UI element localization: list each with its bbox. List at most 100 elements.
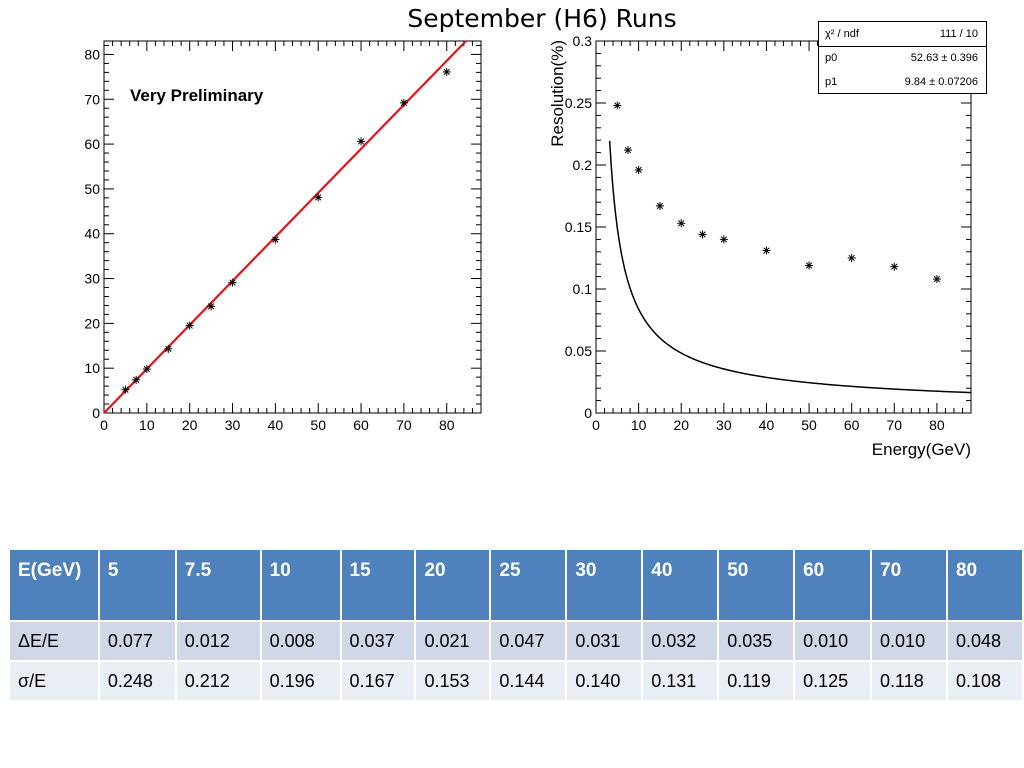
data-point (357, 137, 366, 146)
data-point (655, 201, 664, 210)
data-point (271, 235, 280, 244)
table-cell: 0.108 (945, 660, 1024, 702)
fit-stats-box: χ² / ndf 111 / 10 p0 52.63 ± 0.396 p1 9.84 ± … (818, 21, 987, 94)
table-body: ΔE/E 0.077 0.012 0.008 0.037 0.021 0.047 0.031 0… (8, 620, 1024, 702)
data-point (677, 219, 686, 228)
y-tick-label: 10 (84, 360, 100, 376)
table-cell: 0.144 (489, 660, 568, 702)
table-header-cell: 20 (414, 548, 492, 622)
table-cell: 0.131 (641, 660, 720, 702)
table-cell: 0.010 (793, 620, 873, 662)
slide-title: September (H6) Runs (407, 4, 677, 33)
data-point (613, 101, 622, 110)
table-cell: 0.212 (174, 660, 262, 702)
x-tick-label: 30 (225, 417, 241, 433)
x-tick-label: 80 (439, 417, 455, 433)
x-tick-label: 50 (801, 417, 817, 433)
data-point (442, 67, 451, 76)
stat-name: p1 (825, 76, 838, 88)
table-cell: 0.167 (339, 660, 417, 702)
y-tick-label: 0 (584, 405, 592, 421)
table-cell: 0.008 (259, 620, 342, 662)
x-tick-label: 70 (887, 417, 903, 433)
table-header-row: E(GeV) 5 7.5 10 15 20 25 30 40 50 60 70 80 (8, 548, 1024, 622)
stat-row: p0 52.63 ± 0.396 (819, 46, 986, 70)
data-point (185, 321, 194, 330)
data-point (762, 246, 771, 255)
resolution-data-table: E(GeV) 5 7.5 10 15 20 25 30 40 50 60 70 80 ΔE/E 0.077… (8, 548, 1024, 702)
y-tick-label: 50 (84, 181, 100, 197)
table-cell: 0.077 (97, 620, 177, 662)
table-header-cell: 60 (793, 548, 873, 622)
x-tick-label: 10 (631, 417, 647, 433)
table-header-cell: 40 (641, 548, 720, 622)
data-points (121, 67, 451, 394)
y-tick-label: 0 (92, 405, 100, 421)
table-cell: σ/E (8, 660, 100, 702)
table-header-cell: E(GeV) (8, 548, 100, 622)
annotation-label: Very Preliminary (130, 86, 264, 105)
table-header-cell: 70 (870, 548, 948, 622)
stat-name: p0 (825, 52, 838, 64)
table-cell: 0.125 (793, 660, 873, 702)
y-tick-label: 80 (84, 46, 100, 62)
data-points (613, 101, 941, 284)
x-axis-label: Energy(GeV) (872, 440, 971, 459)
y-tick-label: 0.1 (573, 281, 593, 297)
stat-row: p1 9.84 ± 0.07206 (819, 70, 986, 94)
data-point (932, 275, 941, 284)
data-point (805, 261, 814, 270)
stat-row: χ² / ndf 111 / 10 (819, 22, 986, 46)
x-tick-label: 60 (353, 417, 369, 433)
stat-value: 52.63 ± 0.396 (910, 52, 978, 64)
data-point (847, 254, 856, 262)
table-cell: 0.012 (174, 620, 262, 662)
y-tick-label: 40 (84, 226, 100, 242)
data-point (623, 146, 632, 155)
x-tick-label: 0 (100, 417, 108, 433)
y-tick-label: 60 (84, 136, 100, 152)
x-tick-label: 50 (310, 417, 326, 433)
table-cell: 0.118 (870, 660, 948, 702)
data-point (399, 98, 408, 107)
table-cell: 0.047 (489, 620, 568, 662)
y-tick-label: 0.3 (573, 33, 593, 49)
table-row: ΔE/E 0.077 0.012 0.008 0.037 0.021 0.047 0.031 0… (8, 620, 1024, 662)
fit-curve (608, 140, 972, 394)
table-cell: 0.248 (97, 660, 177, 702)
data-point (142, 365, 151, 374)
y-axis-label: Resolution(%) (548, 40, 567, 147)
y-tick-label: 30 (84, 271, 100, 287)
x-tick-label: 0 (592, 417, 600, 433)
y-tick-label: 0.15 (565, 219, 592, 235)
y-tick-label: 70 (84, 91, 100, 107)
data-point (890, 262, 899, 271)
data-point (132, 375, 141, 384)
x-tick-label: 80 (929, 417, 945, 433)
table-cell: 0.119 (717, 660, 796, 702)
stat-divider (819, 46, 986, 47)
table-cell: 0.140 (565, 660, 644, 702)
y-tick-label: 0.2 (573, 157, 593, 173)
y-tick-label: 0.05 (565, 343, 592, 359)
table-cell: 0.153 (414, 660, 492, 702)
x-tick-label: 60 (844, 417, 860, 433)
data-point (314, 193, 323, 202)
table-header-cell: 15 (339, 548, 417, 622)
data-point (121, 385, 130, 394)
x-tick-label: 20 (182, 417, 198, 433)
table-cell: ΔE/E (8, 620, 100, 662)
table-cell: 0.035 (717, 620, 796, 662)
data-point (228, 278, 237, 287)
data-point (207, 302, 216, 311)
stat-value: 111 / 10 (939, 28, 978, 40)
x-tick-label: 20 (673, 417, 689, 433)
x-tick-label: 70 (396, 417, 412, 433)
data-point (164, 344, 173, 353)
x-tick-label: 10 (139, 417, 155, 433)
data-point (698, 230, 707, 239)
data-point (719, 235, 728, 244)
table-header-cell: 80 (945, 548, 1024, 622)
